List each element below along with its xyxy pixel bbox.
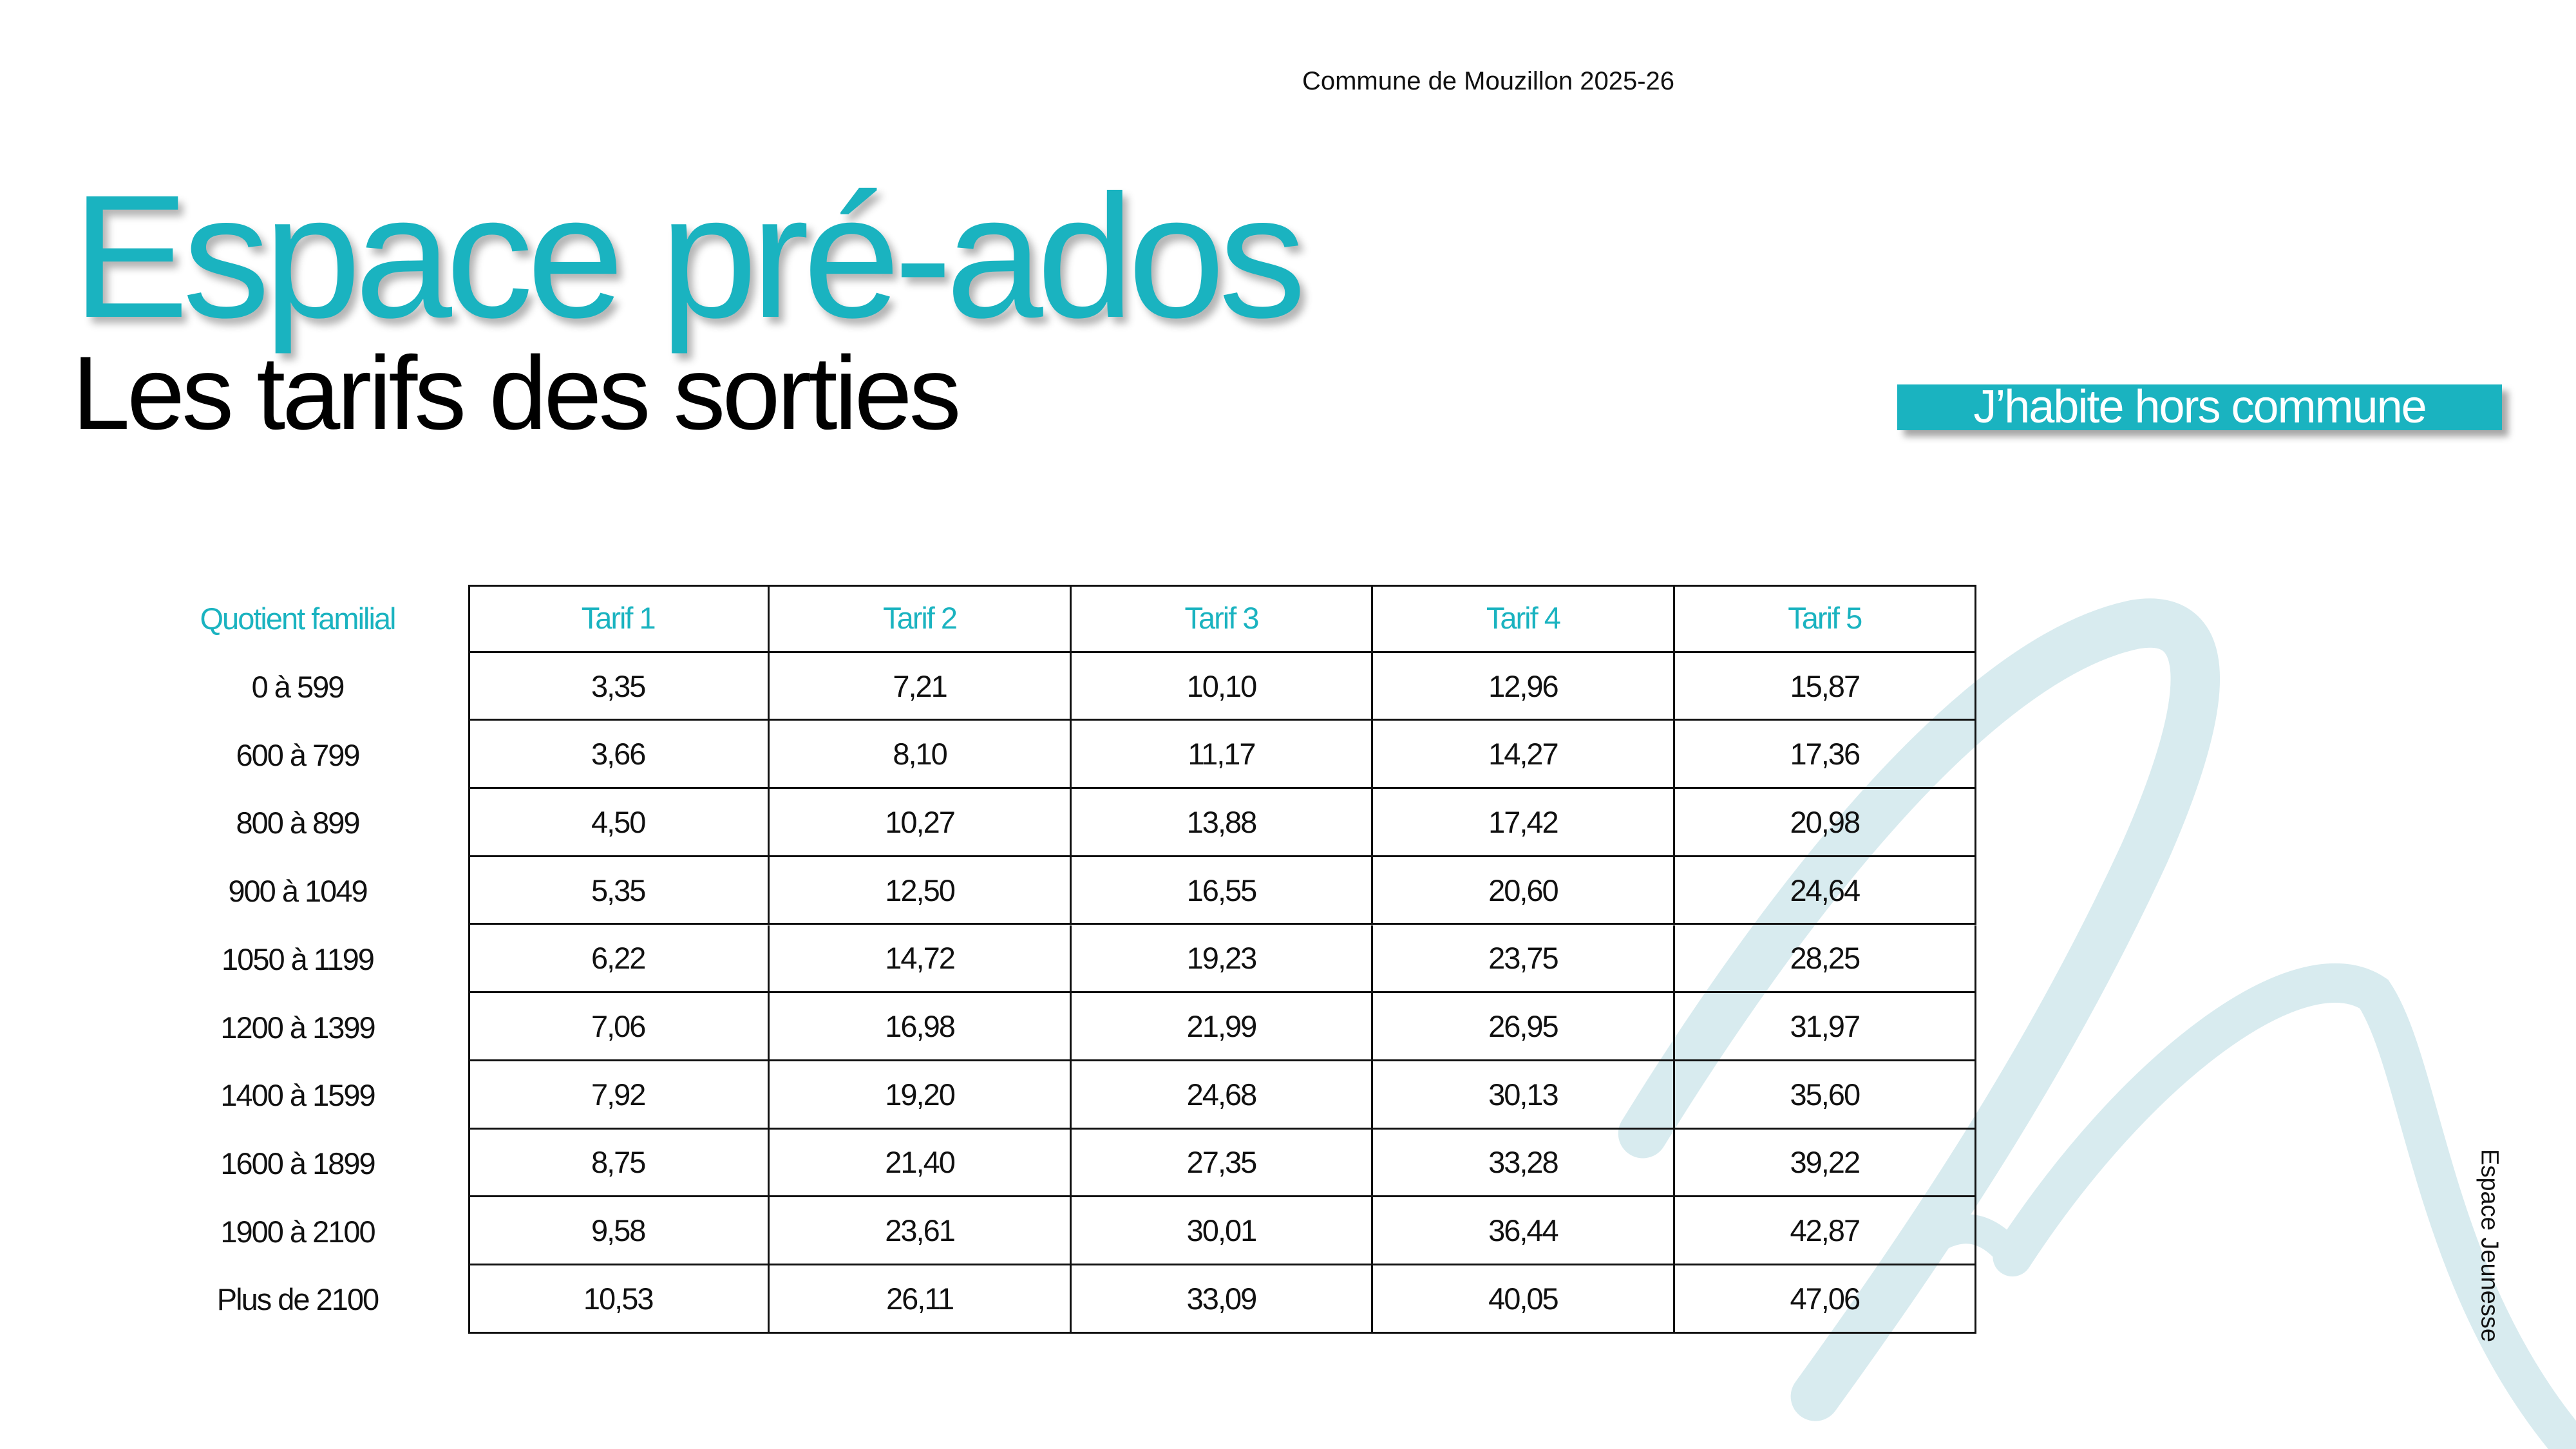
table-cell: 21,40 [770,1129,1072,1198]
row-label: 600 à 799 [236,737,360,772]
table-cell: 27,35 [1071,1129,1374,1198]
table-cell: 33,09 [1071,1265,1374,1334]
table-cell: 4,50 [468,789,770,857]
row-label: Plus de 2100 [216,1282,379,1317]
table-cell: 28,25 [1674,925,1976,994]
table-cell: 33,28 [1373,1129,1675,1198]
table-cell: 7,06 [468,993,770,1061]
table-cell: 15,87 [1674,652,1976,721]
table-cell: 16,98 [770,993,1072,1061]
table-cell: 36,44 [1373,1197,1675,1265]
table-cell: 31,97 [1674,993,1976,1061]
header: Commune de Mouzillon 2025-26 [1302,67,1675,95]
row-label: 800 à 899 [236,806,360,840]
table-cell: 10,27 [770,789,1072,857]
table-cell: 14,72 [770,925,1072,994]
table-cell: 42,87 [1674,1197,1976,1265]
table-cell: 17,36 [1674,721,1976,790]
column-header: Tarif 4 [1373,585,1675,653]
table-cell: 3,66 [468,721,770,790]
table-grid [468,585,1976,1334]
table-cell: 24,64 [1674,857,1976,925]
table-cell: 23,75 [1373,925,1675,994]
table-cell: 11,17 [1071,721,1374,790]
table-cell: 26,95 [1373,993,1675,1061]
column-header: Tarif 5 [1674,585,1976,653]
table-cell: 10,10 [1071,652,1374,721]
table-cell: 20,60 [1373,857,1675,925]
table-cell: 35,60 [1674,1061,1976,1130]
row-label: 900 à 1049 [228,874,368,909]
table-cell: 7,21 [770,652,1072,721]
table-cell: 7,92 [468,1061,770,1130]
table-cell: 10,53 [468,1265,770,1334]
table-cell: 6,22 [468,925,770,994]
table-cell: 9,58 [468,1197,770,1265]
table-cell: 30,01 [1071,1197,1374,1265]
table-cell: 40,05 [1373,1265,1675,1334]
table-cell: 12,96 [1373,652,1675,721]
table-cell: 23,61 [770,1197,1072,1265]
badge: J’habite hors commune [1897,384,2502,430]
table-cell: 5,35 [468,857,770,925]
column-header: Tarif 1 [468,585,770,653]
table-cell: 12,50 [770,857,1072,925]
table-cell: 39,22 [1674,1129,1976,1198]
table-cell: 19,23 [1071,925,1374,994]
table-cell: 20,98 [1674,789,1976,857]
table-cell: 14,27 [1373,721,1675,790]
column-header: Tarif 2 [770,585,1072,653]
row-label: 1600 à 1899 [220,1146,375,1180]
table-cell: 13,88 [1071,789,1374,857]
row-label: 0 à 599 [251,670,345,705]
table-cell: 21,99 [1071,993,1374,1061]
table-cell: 8,75 [468,1129,770,1198]
table-cell: 24,68 [1071,1061,1374,1130]
table-cell: 17,42 [1373,789,1675,857]
column-header: Tarif 3 [1071,585,1374,653]
table-cell: 30,13 [1373,1061,1675,1130]
table-cell: 47,06 [1674,1265,1976,1334]
row-label: 1400 à 1599 [220,1078,375,1113]
table-cell: 26,11 [770,1265,1072,1334]
row-label: 1900 à 2100 [220,1214,375,1249]
table-cell: 19,20 [770,1061,1072,1130]
table-cell: 16,55 [1071,857,1374,925]
title: Espace pré-ados [72,158,1306,354]
corner-header: Quotient familial [200,601,397,636]
row-label: 1050 à 1199 [222,942,375,976]
side-label: Espace Jeunesse [2476,1149,2503,1342]
subtitle: Les tarifs des sorties [72,335,961,451]
table-cell: 3,35 [468,652,770,721]
table-cell: 8,10 [770,721,1072,790]
row-label: 1200 à 1399 [220,1010,375,1045]
